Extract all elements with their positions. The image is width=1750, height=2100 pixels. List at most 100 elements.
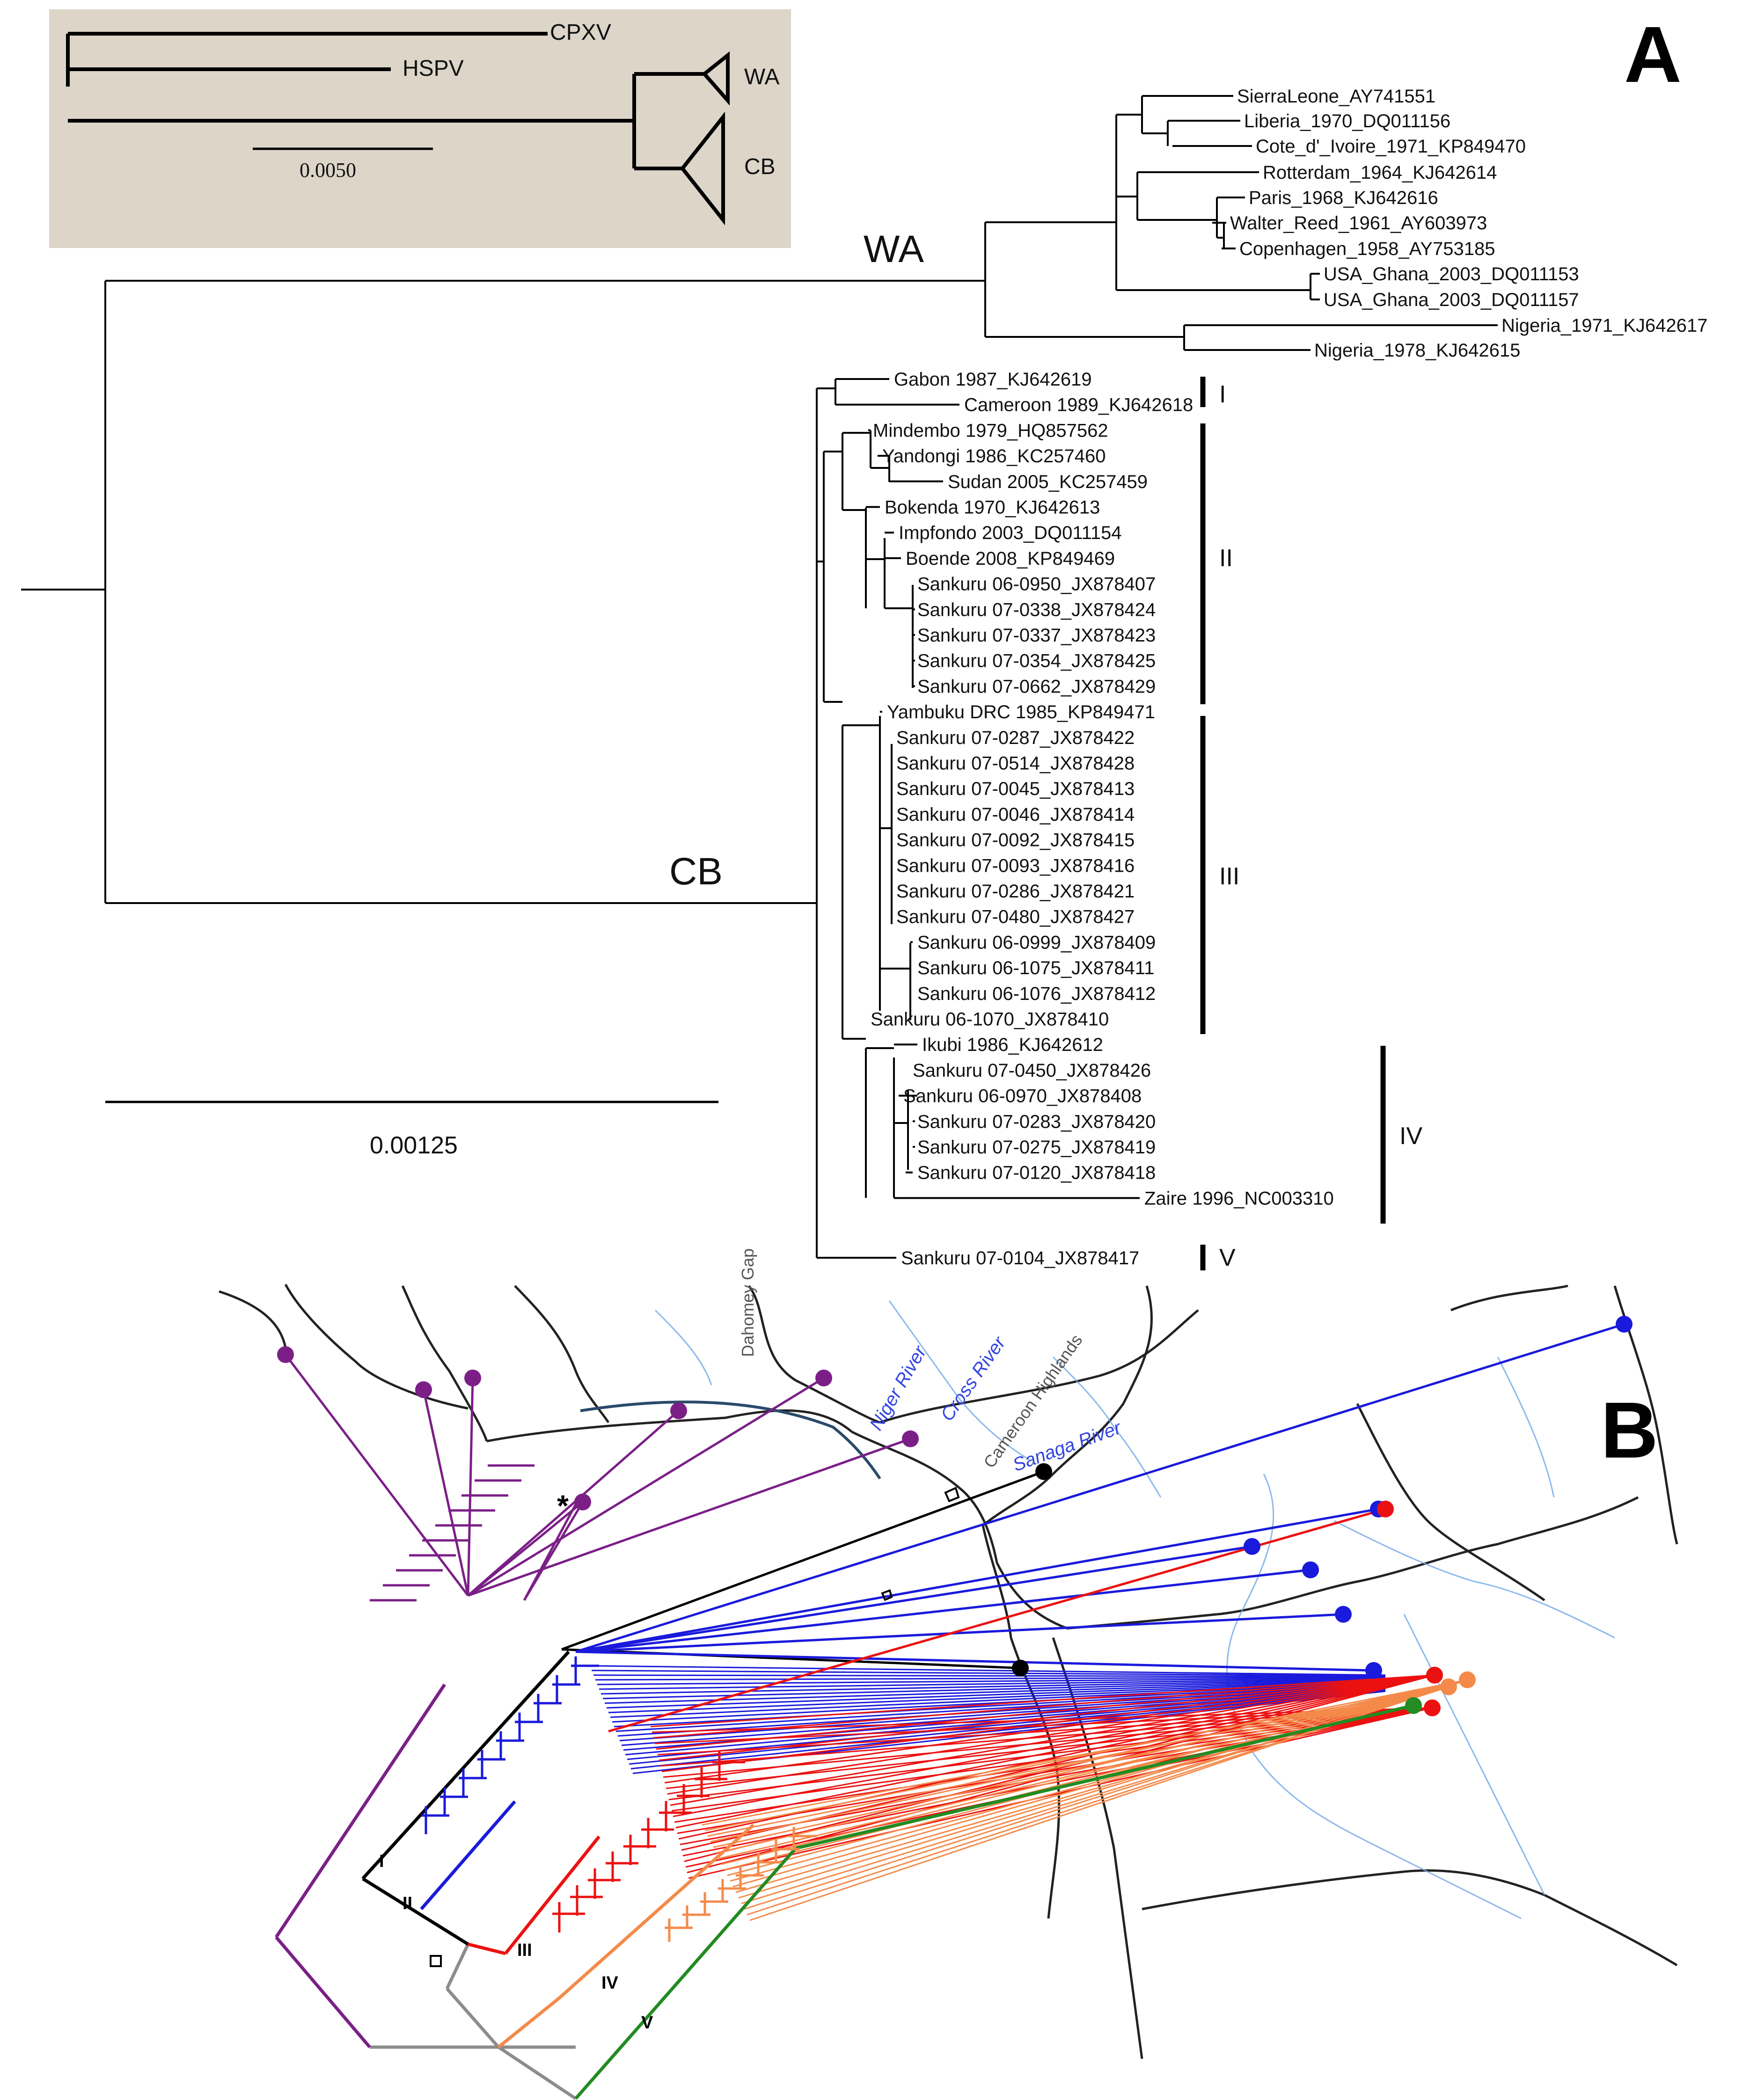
main-tree-tip-labels: SierraLeone_AY741551 Liberia_1970_DQ01115… [871,86,1707,1269]
wa-tip-label: Copenhagen_1958_AY753185 [1239,239,1495,259]
wa-tip-label: Paris_1968_KJ642616 [1249,188,1438,208]
wa-tip-label: Walter_Reed_1961_AY603973 [1230,213,1487,233]
inset-cpxv-label: CPXV [550,20,611,45]
location-dot [1405,1697,1422,1714]
cb-tip-label: Sankuru 07-0046_JX878414 [896,804,1135,825]
cb-tip-label: Sankuru 06-1076_JX878412 [917,984,1156,1004]
cb-tip-label: Sankuru 07-0093_JX878416 [896,855,1135,876]
inset-background [49,9,791,248]
coastline [580,1400,881,1480]
location-dot [277,1346,294,1363]
map-rivers [654,1300,1615,1919]
cb-tip-label: Ikubi 1986_KJ642612 [922,1035,1103,1055]
cb-tip-label: Sankuru 07-0286_JX878421 [896,881,1135,902]
island-outline [944,1487,960,1502]
main-tree-branches [21,95,1498,1259]
group-bar-label: V [1219,1244,1236,1271]
cb-tip-label: Sankuru 06-1070_JX878410 [871,1009,1109,1030]
location-dot [1440,1678,1457,1695]
location-dot [1616,1316,1633,1333]
cb-tip-label: Sankuru 07-0283_JX878420 [917,1111,1156,1132]
cb-tip-label: Sankuru 06-0970_JX878408 [903,1086,1142,1107]
location-dot [1035,1463,1052,1480]
cb-tip-label: Sankuru 07-0092_JX878415 [896,830,1135,851]
dahomey-gap-label: Dahomey Gap [738,1248,757,1357]
island-outline [881,1589,893,1601]
cb-tip-label: Yambuku DRC 1985_KP849471 [887,702,1155,722]
cb-tip-label: Sankuru 07-0275_JX878419 [917,1137,1156,1158]
map-connector-lines [285,1323,1625,1921]
cb-tip-label: Sankuru 07-0287_JX878422 [896,728,1135,748]
location-dot [815,1370,832,1386]
cb-tip-label: Sankuru 07-0338_JX878424 [917,599,1156,620]
cb-tip-label: Sankuru 07-0354_JX878425 [917,651,1156,671]
group-bar-label: III [1219,863,1239,890]
cb-tip-label: Cameroon 1989_KJ642618 [964,395,1193,416]
cb-tip-label: Sudan 2005_KC257459 [948,472,1148,492]
wa-tip-label: Nigeria_1971_KJ642617 [1501,315,1707,336]
cb-tip-label: Sankuru 07-0662_JX878429 [917,676,1156,697]
panel-a-letter: A [1624,10,1682,99]
wa-tip-label: Liberia_1970_DQ011156 [1244,111,1450,131]
wa-tip-label: Rotterdam_1964_KJ642614 [1263,162,1497,183]
location-dot [415,1381,432,1398]
map-group-v-label: V [641,2013,653,2033]
cb-tip-label: Sankuru 07-0450_JX878426 [913,1060,1151,1081]
location-dot [464,1370,481,1386]
panel-b: Dahomey Gap Niger River Cross River Came… [219,1248,1678,2100]
scale-bar-label: 0.00125 [370,1132,458,1159]
map-location-dots [277,1316,1633,1716]
clade-wa-label: WA [864,228,924,270]
panel-b-letter: B [1601,1386,1658,1475]
cb-tip-label: Yandongi 1986_KC257460 [882,446,1106,467]
cb-tip-label: Sankuru 06-1075_JX878411 [917,958,1154,978]
map-group-iv-label: IV [601,1973,619,1993]
cb-tip-label: Sankuru 06-0999_JX878409 [917,932,1156,953]
group-bar-label: II [1219,545,1233,572]
location-dot [1244,1538,1260,1555]
clade-cb-label: CB [669,850,723,893]
wa-tip-label: Nigeria_1978_KJ642615 [1314,340,1520,361]
inset-hspv-label: HSPV [403,56,464,81]
cb-tip-label: Gabon 1987_KJ642619 [894,369,1092,390]
location-dot [670,1402,687,1419]
group-bar-label: IV [1399,1123,1422,1150]
cb-tip-label: Mindembo 1979_HQ857562 [873,420,1108,441]
cb-tip-label: Sankuru 07-0514_JX878428 [896,753,1135,774]
inset-tree: CPXV HSPV WA CB 0.0050 [49,9,791,248]
panel-a: A CPXV HSPV WA CB 0.0050 Sie [21,9,1707,1271]
map-tree [275,1464,1414,2100]
location-dot [1302,1561,1319,1578]
wa-tip-label: SierraLeone_AY741551 [1237,86,1435,107]
cb-tip-label: Sankuru 07-0337_JX878423 [917,625,1156,646]
location-dot [1377,1501,1394,1517]
wa-tip-label: USA_Ghana_2003_DQ011153 [1324,264,1579,284]
cb-tip-label: Sankuru 07-0480_JX878427 [896,907,1135,927]
map-group-i-label: I [379,1852,384,1871]
star-marker: * [557,1489,569,1523]
cb-tip-label: Sankuru 06-0950_JX878407 [917,574,1156,595]
location-dot [1012,1660,1029,1677]
cb-tip-label: Zaire 1996_NC003310 [1144,1188,1334,1209]
cb-tip-label: Sankuru 07-0120_JX878418 [917,1163,1156,1183]
cb-tip-label: Sankuru 07-0045_JX878413 [896,779,1135,799]
location-dot [1426,1667,1443,1684]
location-dot [1459,1671,1476,1688]
inset-cb-label: CB [744,154,776,179]
location-dot [1335,1606,1352,1623]
cb-tip-label: Bokenda 1970_KJ642613 [885,497,1100,518]
group-bar-label: I [1219,381,1226,408]
map-group-iii-label: III [517,1940,532,1960]
location-dot [574,1494,591,1510]
cb-tip-label: Boende 2008_KP849469 [906,548,1115,569]
map-group-ii-label: II [403,1894,412,1913]
location-dot [902,1430,919,1447]
wa-tip-label: Cote_d'_Ivoire_1971_KP849470 [1256,136,1526,157]
cb-tip-label: Sankuru 07-0104_JX878417 [901,1248,1139,1269]
cb-tip-label: Impfondo 2003_DQ011154 [899,523,1122,543]
location-dot [1424,1699,1441,1716]
node-marker [430,1955,442,1967]
wa-tip-label: USA_Ghana_2003_DQ011157 [1324,290,1579,310]
